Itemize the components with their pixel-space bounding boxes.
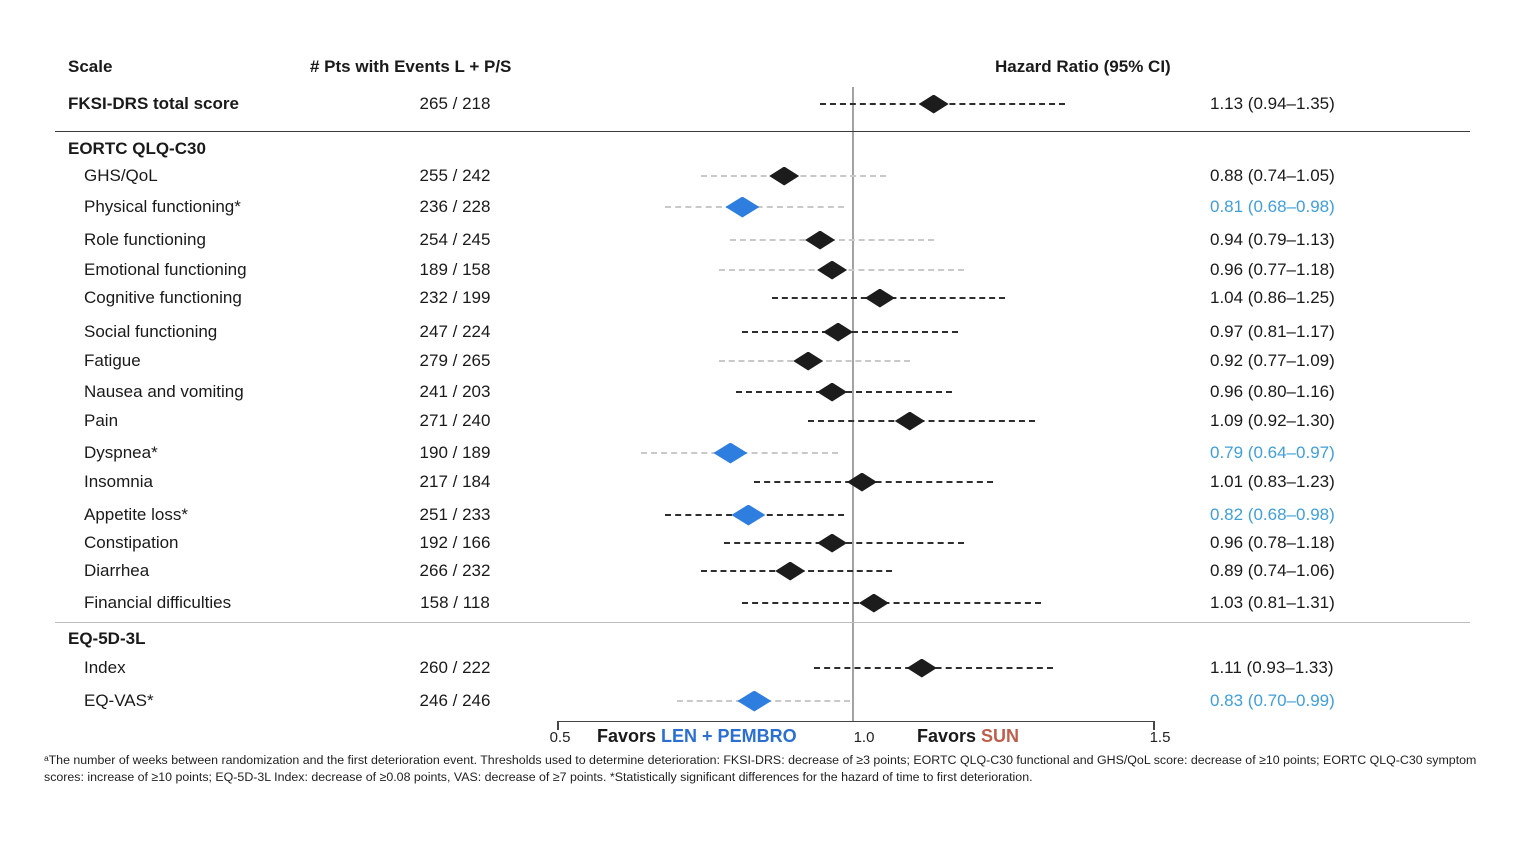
scale-label: Social functioning bbox=[84, 322, 218, 341]
hazard-ratio-diamond bbox=[823, 322, 854, 342]
hazard-ratio-diamond bbox=[894, 411, 925, 431]
hazard-ratio-diamond bbox=[817, 533, 848, 553]
scale-label: Constipation bbox=[84, 533, 179, 552]
scale-label: Fatigue bbox=[84, 351, 141, 370]
hazard-ratio-diamond bbox=[775, 561, 806, 581]
events-count: 190 / 189 bbox=[419, 443, 491, 462]
hazard-ratio-diamond bbox=[737, 690, 772, 712]
events-count: 236 / 228 bbox=[419, 197, 491, 216]
section-label: EQ-5D-3L bbox=[68, 629, 146, 648]
hazard-ratio-diamond bbox=[817, 260, 848, 280]
x-axis-label-0-5: 0.5 bbox=[549, 729, 571, 746]
hazard-ratio-diamond bbox=[731, 504, 766, 526]
scale-label: Index bbox=[84, 658, 126, 677]
events-count: 265 / 218 bbox=[419, 94, 491, 113]
column-header-hazard-ratio: Hazard Ratio (95% CI) bbox=[995, 57, 1171, 76]
favors-right-prefix: Favors bbox=[917, 726, 977, 746]
hazard-ratio-text: 0.81 (0.68–0.98) bbox=[1210, 197, 1335, 216]
events-count: 260 / 222 bbox=[419, 658, 491, 677]
hazard-ratio-text: 0.96 (0.78–1.18) bbox=[1210, 533, 1335, 552]
events-count: 247 / 224 bbox=[419, 322, 491, 341]
hazard-ratio-text: 0.94 (0.79–1.13) bbox=[1210, 230, 1335, 249]
favors-right-value: SUN bbox=[981, 726, 1020, 746]
hazard-ratio-text: 1.01 (0.83–1.23) bbox=[1210, 472, 1335, 491]
hazard-ratio-text: 0.96 (0.80–1.16) bbox=[1210, 382, 1335, 401]
scale-label: Pain bbox=[84, 411, 119, 430]
events-count: 232 / 199 bbox=[419, 288, 491, 307]
hazard-ratio-diamond bbox=[713, 442, 748, 464]
events-count: 241 / 203 bbox=[419, 382, 491, 401]
events-count: 279 / 265 bbox=[419, 351, 491, 370]
section-label: EORTC QLQ-C30 bbox=[68, 139, 206, 158]
figure-footnote: ᵃThe number of weeks between randomizati… bbox=[44, 753, 1477, 785]
events-count: 266 / 232 bbox=[419, 561, 491, 580]
hazard-ratio-diamond bbox=[793, 351, 824, 371]
hazard-ratio-diamond bbox=[906, 658, 937, 678]
hazard-ratio-diamond bbox=[864, 288, 895, 308]
scale-label: GHS/QoL bbox=[84, 166, 158, 185]
scale-label: Dyspnea* bbox=[84, 443, 158, 462]
x-axis-tick-right bbox=[1153, 721, 1155, 730]
reference-line-hr-1 bbox=[852, 87, 854, 722]
scale-label: Emotional functioning bbox=[84, 260, 247, 279]
events-count: 255 / 242 bbox=[419, 166, 491, 185]
section-divider-top bbox=[55, 131, 1470, 132]
hazard-ratio-diamond bbox=[847, 472, 877, 492]
ci-whisker bbox=[742, 602, 1042, 604]
hazard-ratio-text: 0.92 (0.77–1.09) bbox=[1210, 351, 1335, 370]
scale-label: Cognitive functioning bbox=[84, 288, 242, 307]
hazard-ratio-text: 1.09 (0.92–1.30) bbox=[1210, 411, 1335, 430]
scale-label: Role functioning bbox=[84, 230, 206, 249]
x-axis-tick-left bbox=[557, 721, 559, 730]
events-count: 254 / 245 bbox=[419, 230, 491, 249]
hazard-ratio-diamond bbox=[769, 166, 800, 186]
hazard-ratio-text: 0.83 (0.70–0.99) bbox=[1210, 691, 1335, 710]
scale-label: Insomnia bbox=[84, 472, 153, 491]
hazard-ratio-text: 1.11 (0.93–1.33) bbox=[1210, 658, 1334, 677]
events-count: 251 / 233 bbox=[419, 505, 491, 524]
hazard-ratio-diamond bbox=[725, 196, 760, 218]
hazard-ratio-text: 0.82 (0.68–0.98) bbox=[1210, 505, 1335, 524]
favors-left-prefix: Favors bbox=[597, 726, 657, 746]
events-count: 271 / 240 bbox=[419, 411, 491, 430]
column-header-events: # Pts with Events L + P/S bbox=[310, 57, 512, 76]
events-count: 189 / 158 bbox=[419, 260, 491, 279]
favors-left-annotation: Favors LEN + PEMBRO bbox=[597, 726, 797, 747]
events-count: 217 / 184 bbox=[419, 472, 491, 491]
scale-label: Physical functioning* bbox=[84, 197, 241, 216]
hazard-ratio-text: 0.79 (0.64–0.97) bbox=[1210, 443, 1335, 462]
favors-right-annotation: Favors SUN bbox=[917, 726, 1019, 747]
hazard-ratio-text: 1.03 (0.81–1.31) bbox=[1210, 593, 1335, 612]
hazard-ratio-text: 0.97 (0.81–1.17) bbox=[1210, 322, 1335, 341]
x-axis-label-1-5: 1.5 bbox=[1149, 729, 1171, 746]
column-header-scale: Scale bbox=[68, 57, 113, 76]
events-count: 158 / 118 bbox=[420, 593, 490, 612]
hazard-ratio-diamond bbox=[805, 230, 836, 250]
hazard-ratio-text: 1.13 (0.94–1.35) bbox=[1210, 94, 1335, 113]
x-axis-line bbox=[557, 721, 1155, 722]
hazard-ratio-diamond bbox=[817, 382, 848, 402]
x-axis-label-1-0: 1.0 bbox=[853, 729, 875, 746]
events-count: 192 / 166 bbox=[419, 533, 491, 552]
section-divider-bottom bbox=[55, 622, 1470, 623]
hazard-ratio-text: 0.89 (0.74–1.06) bbox=[1210, 561, 1335, 580]
scale-label: Financial difficulties bbox=[84, 593, 232, 612]
scale-label: Nausea and vomiting bbox=[84, 382, 244, 401]
hazard-ratio-diamond bbox=[858, 593, 889, 613]
hazard-ratio-text: 0.88 (0.74–1.05) bbox=[1210, 166, 1335, 185]
scale-label: Diarrhea bbox=[84, 561, 150, 580]
hazard-ratio-text: 1.04 (0.86–1.25) bbox=[1210, 288, 1335, 307]
hazard-ratio-diamond bbox=[918, 94, 949, 114]
favors-left-value: LEN + PEMBRO bbox=[661, 726, 797, 746]
events-count: 246 / 246 bbox=[419, 691, 491, 710]
scale-label: FKSI-DRS total score bbox=[68, 94, 239, 113]
hazard-ratio-text: 0.96 (0.77–1.18) bbox=[1210, 260, 1335, 279]
scale-label: EQ-VAS* bbox=[84, 691, 154, 710]
scale-label: Appetite loss* bbox=[84, 505, 188, 524]
